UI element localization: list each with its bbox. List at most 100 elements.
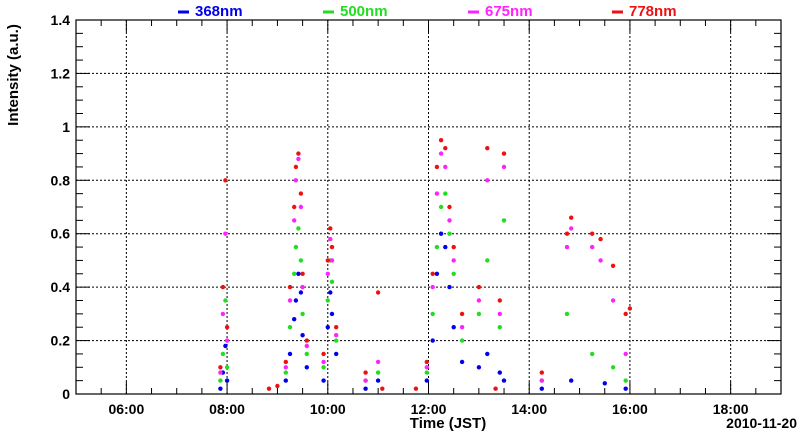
- data-point-675nm: [459, 325, 465, 330]
- data-point-675nm: [298, 204, 304, 210]
- data-point-778nm: [485, 146, 490, 151]
- data-point-500nm: [304, 351, 309, 357]
- data-point-368nm: [424, 378, 429, 383]
- data-point-675nm: [375, 359, 381, 365]
- x-tick-label: 08:00: [209, 401, 245, 417]
- data-point-778nm: [304, 338, 309, 343]
- x-tick-label: 10:00: [310, 401, 346, 417]
- x-tick-label: 12:00: [411, 401, 447, 417]
- y-tick-label: 1: [62, 119, 70, 135]
- data-point-675nm: [447, 218, 452, 223]
- data-point-368nm: [223, 343, 228, 349]
- data-point-500nm: [287, 325, 293, 330]
- data-point-675nm: [296, 156, 301, 162]
- data-point-675nm: [223, 231, 228, 236]
- data-point-368nm: [459, 359, 465, 365]
- data-point-368nm: [485, 351, 490, 357]
- data-point-675nm: [623, 351, 628, 357]
- data-point-500nm: [375, 370, 381, 375]
- data-point-675nm: [300, 284, 305, 290]
- data-point-778nm: [447, 204, 452, 210]
- x-axis-title: Time (JST): [410, 415, 486, 432]
- data-point-778nm: [443, 146, 448, 151]
- data-point-778nm: [223, 178, 228, 183]
- data-point-500nm: [292, 271, 297, 276]
- data-point-675nm: [218, 370, 223, 375]
- data-point-500nm: [430, 311, 435, 317]
- data-point-368nm: [569, 378, 574, 383]
- data-point-675nm: [443, 164, 448, 170]
- data-point-368nm: [334, 351, 339, 357]
- data-point-675nm: [610, 298, 616, 303]
- data-point-778nm: [438, 138, 444, 143]
- data-point-778nm: [266, 386, 272, 391]
- x-tick-label: 06:00: [108, 401, 144, 417]
- data-point-500nm: [443, 191, 448, 196]
- data-point-675nm: [569, 226, 574, 231]
- legend-label: 500nm: [340, 3, 388, 20]
- data-point-500nm: [293, 244, 299, 250]
- data-point-500nm: [424, 370, 429, 375]
- data-point-368nm: [300, 333, 305, 338]
- y-tick-label: 0: [62, 386, 70, 402]
- data-point-778nm: [293, 164, 299, 170]
- data-point-675nm: [451, 258, 456, 263]
- data-point-368nm: [476, 365, 482, 370]
- axis-ticks: [75, 19, 782, 395]
- data-point-675nm: [564, 244, 570, 250]
- data-point-778nm: [321, 351, 326, 357]
- y-tick-label: 0.6: [51, 226, 71, 242]
- data-point-500nm: [298, 258, 304, 263]
- data-point-500nm: [218, 378, 223, 383]
- grid: [76, 20, 781, 394]
- data-point-675nm: [539, 378, 544, 383]
- data-point-368nm: [539, 386, 544, 391]
- legend: 368nm 500nm 675nm 778nm: [178, 3, 677, 20]
- data-point-675nm: [287, 298, 293, 303]
- date-label: 2010-11-20: [726, 415, 797, 431]
- y-tick-label: 0.2: [51, 333, 71, 349]
- data-point-675nm: [497, 311, 502, 317]
- data-point-368nm: [325, 325, 330, 330]
- data-point-500nm: [283, 370, 288, 375]
- data-point-675nm: [220, 311, 226, 317]
- y-axis-title: Intensity (a.u.): [5, 24, 22, 126]
- data-point-778nm: [497, 298, 502, 303]
- data-point-500nm: [300, 311, 305, 317]
- data-point-675nm: [434, 191, 440, 196]
- data-point-675nm: [430, 284, 435, 290]
- data-point-500nm: [485, 258, 490, 263]
- data-point-368nm: [296, 271, 301, 276]
- data-point-778nm: [610, 263, 616, 268]
- data-point-500nm: [223, 298, 228, 303]
- data-point-368nm: [443, 244, 448, 250]
- data-point-368nm: [438, 231, 444, 236]
- data-point-675nm: [485, 178, 490, 183]
- data-point-500nm: [564, 311, 570, 317]
- data-point-778nm: [451, 244, 456, 250]
- data-point-778nm: [627, 306, 633, 311]
- data-point-778nm: [329, 244, 335, 250]
- data-point-368nm: [328, 290, 333, 295]
- data-point-675nm: [304, 343, 309, 349]
- data-point-368nm: [329, 311, 335, 317]
- data-point-675nm: [325, 271, 330, 276]
- data-point-500nm: [459, 338, 465, 343]
- data-point-675nm: [363, 378, 368, 383]
- data-point-500nm: [438, 204, 444, 210]
- data-point-778nm: [476, 284, 482, 290]
- data-point-500nm: [476, 311, 482, 317]
- data-point-368nm: [298, 290, 304, 295]
- data-point-500nm: [329, 279, 335, 284]
- data-point-675nm: [501, 164, 507, 170]
- data-point-778nm: [275, 383, 280, 389]
- x-tick-label: 18:00: [713, 401, 749, 417]
- data-point-778nm: [590, 231, 595, 236]
- data-point-778nm: [224, 325, 230, 330]
- data-point-368nm: [451, 325, 456, 330]
- data-point-368nm: [375, 378, 381, 383]
- data-point-675nm: [283, 365, 288, 370]
- data-point-368nm: [430, 338, 435, 343]
- data-point-368nm: [447, 284, 452, 290]
